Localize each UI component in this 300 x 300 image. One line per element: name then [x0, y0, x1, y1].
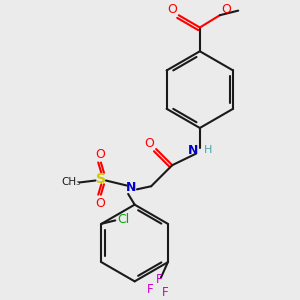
Text: H: H	[204, 145, 212, 155]
Text: F: F	[162, 286, 169, 299]
Text: O: O	[95, 196, 105, 210]
Text: O: O	[144, 137, 154, 150]
Text: O: O	[167, 3, 177, 16]
Text: S: S	[96, 172, 106, 186]
Text: CH₃: CH₃	[61, 177, 80, 188]
Text: Cl: Cl	[118, 213, 130, 226]
Text: F: F	[147, 283, 154, 296]
Text: N: N	[188, 145, 198, 158]
Text: N: N	[126, 181, 136, 194]
Text: O: O	[221, 3, 231, 16]
Text: O: O	[95, 148, 105, 160]
Text: F: F	[156, 273, 162, 286]
